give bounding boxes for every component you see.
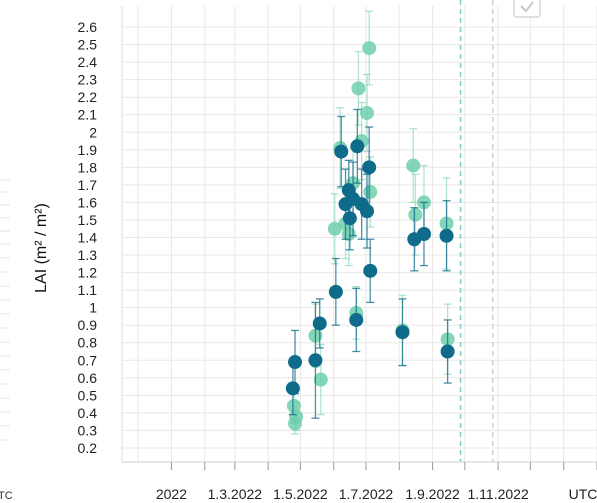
y-tick-label: 0.9 xyxy=(78,317,98,333)
y-tick-label: 1.9 xyxy=(78,142,98,158)
data-point xyxy=(351,81,366,96)
data-point xyxy=(313,372,328,387)
y-tick-label: 1.2 xyxy=(78,265,98,281)
data-point xyxy=(360,105,375,120)
data-point xyxy=(308,353,323,368)
checkbox-icon[interactable] xyxy=(513,0,541,18)
data-point xyxy=(327,221,342,236)
x-tick-label: 1.7.2022 xyxy=(339,486,394,502)
data-point xyxy=(312,316,327,331)
data-point xyxy=(328,284,343,299)
data-point xyxy=(439,228,454,243)
data-point xyxy=(408,207,423,222)
data-point xyxy=(350,139,365,154)
data-marks xyxy=(285,10,455,435)
y-tick-label: 2.1 xyxy=(78,107,98,123)
y-tick-label: 0.3 xyxy=(78,422,98,438)
grid xyxy=(0,6,597,462)
x-tick-label: 1.3.2022 xyxy=(208,486,263,502)
y-tick-label: 2.3 xyxy=(78,72,98,88)
series-1 xyxy=(286,10,455,435)
data-point xyxy=(289,409,304,424)
y-axis-label: LAI (m² / m²) xyxy=(33,203,50,293)
y-tick-label: 0.7 xyxy=(78,352,98,368)
y-tick-label: 1.7 xyxy=(78,177,98,193)
y-tick-label: 0.5 xyxy=(78,387,98,403)
data-point xyxy=(342,211,357,226)
data-point xyxy=(362,41,377,56)
y-tick-label: 1.3 xyxy=(78,247,98,263)
data-point xyxy=(349,312,364,327)
series-2 xyxy=(285,108,455,419)
y-tick-label: 2.4 xyxy=(78,54,98,70)
y-tick-label: 1.8 xyxy=(78,159,98,175)
data-point xyxy=(363,263,378,278)
reference-lines xyxy=(459,0,494,462)
y-tick-label: 2.6 xyxy=(78,19,98,35)
y-tick-label: 1.4 xyxy=(78,230,98,246)
left-edge-label: TC xyxy=(0,490,13,502)
y-tick-label: 0.8 xyxy=(78,335,98,351)
x-unit-label: UTC xyxy=(569,486,597,502)
data-point xyxy=(288,355,303,370)
y-tick-label: 1.1 xyxy=(78,282,98,298)
data-point xyxy=(440,344,455,359)
y-tick-label: 1 xyxy=(89,300,97,316)
y-tick-label: 0.2 xyxy=(78,440,98,456)
y-tick-label: 1.6 xyxy=(78,194,98,210)
data-point xyxy=(362,160,377,175)
data-point xyxy=(334,144,349,159)
x-tick-label: 1.9.2022 xyxy=(405,486,460,502)
y-tick-label: 2.5 xyxy=(78,37,98,53)
data-point xyxy=(285,381,300,396)
x-tick-label: 1.5.2022 xyxy=(273,486,328,502)
y-tick-label: 0.6 xyxy=(78,370,98,386)
x-tick-label: 2022 xyxy=(156,486,187,502)
data-point xyxy=(360,204,375,219)
data-point xyxy=(286,398,301,413)
data-point xyxy=(416,227,431,241)
data-point xyxy=(363,184,378,199)
y-tick-label: 2.2 xyxy=(78,89,98,105)
y-tick-label: 2 xyxy=(89,124,97,140)
axes xyxy=(121,6,597,470)
labels: 0.2 0.30.4 0.50.6 0.70.8 0.91 1.11.2 1.31.4 1.5… xyxy=(0,19,597,502)
data-point xyxy=(406,158,421,173)
data-point xyxy=(395,325,410,340)
x-tick-label: 1.11.2022 xyxy=(468,486,529,502)
y-tick-label: 1.5 xyxy=(78,212,98,228)
y-tick-label: 0.4 xyxy=(78,405,98,421)
